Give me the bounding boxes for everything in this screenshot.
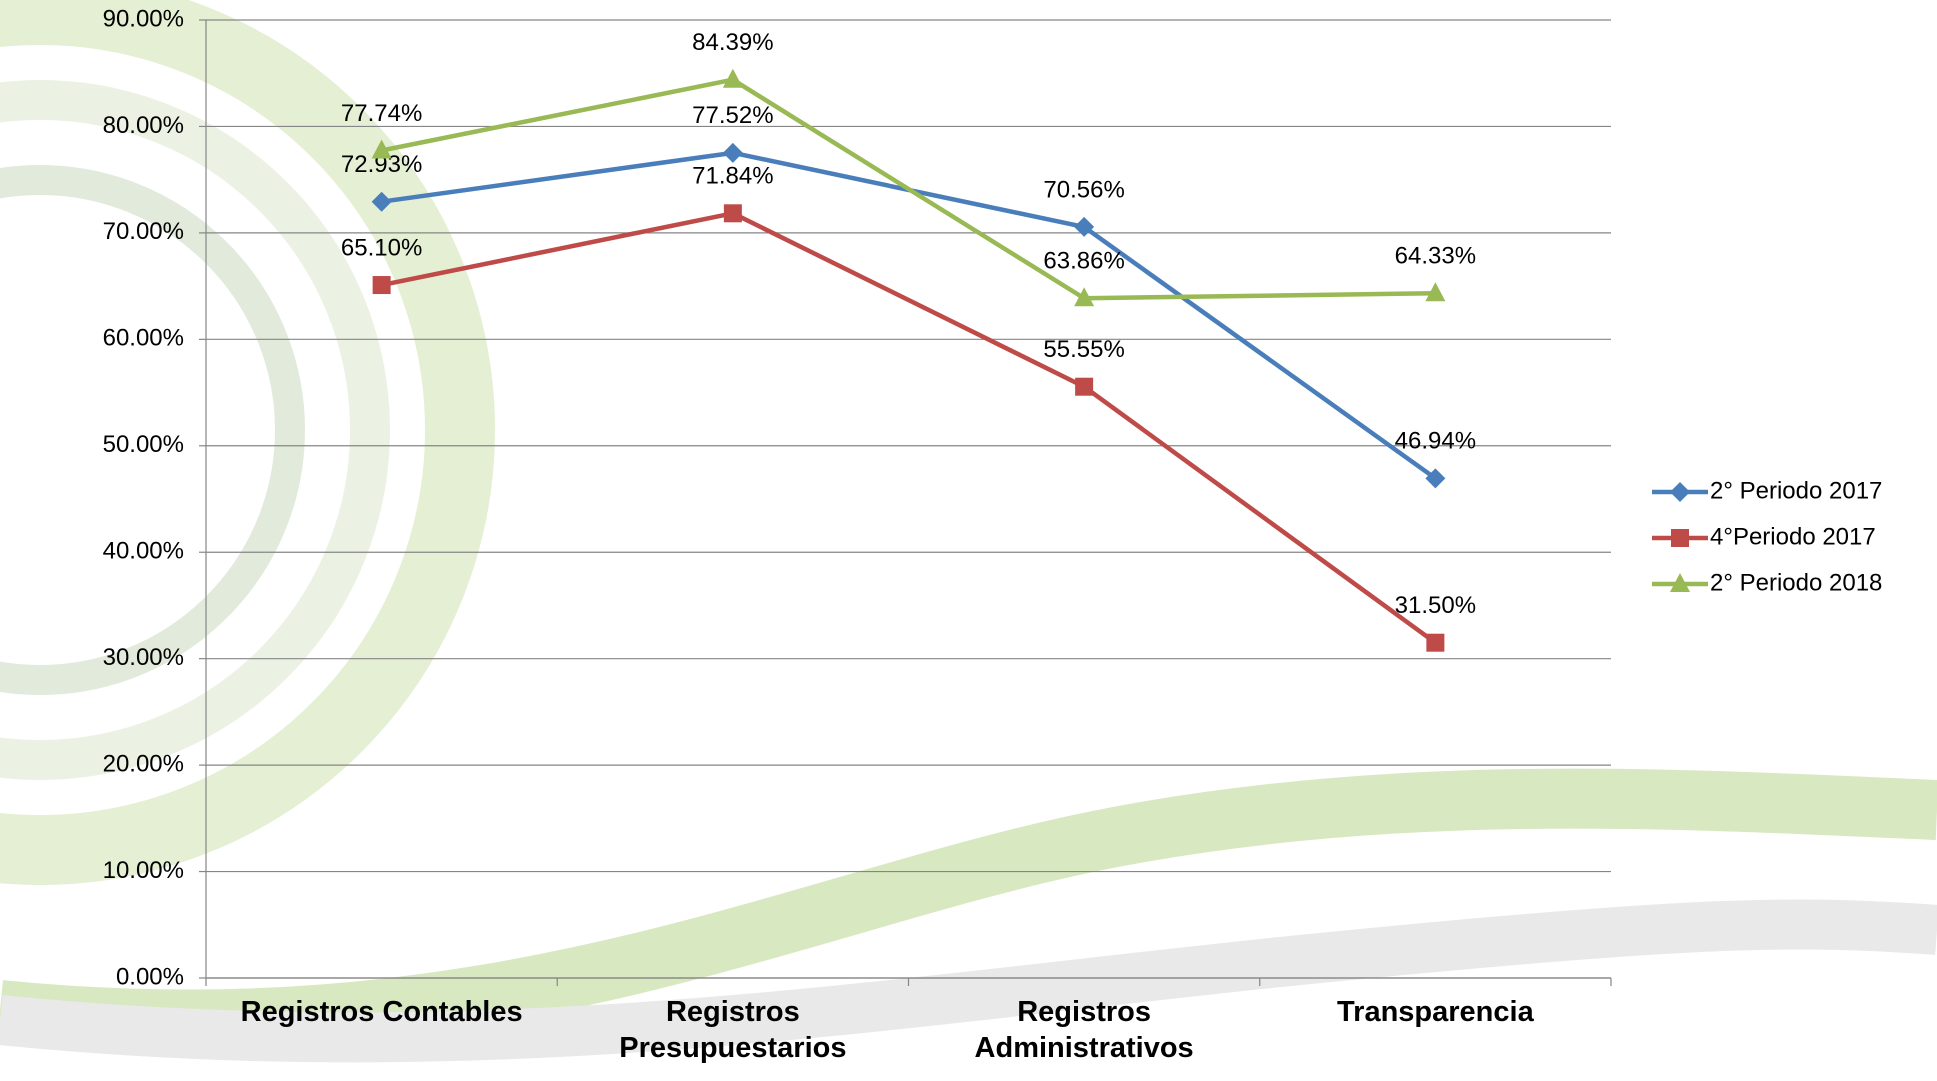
data-label: 84.39% xyxy=(692,29,773,56)
x-tick-label: Registros Administrativos xyxy=(974,996,1194,1064)
x-tick-label: Transparencia xyxy=(1337,996,1534,1028)
data-point xyxy=(1075,377,1094,396)
y-tick-label: 70.00% xyxy=(103,218,184,245)
y-tick-label: 60.00% xyxy=(103,325,184,352)
data-point xyxy=(1426,633,1445,652)
legend-label: 4°Periodo 2017 xyxy=(1710,523,1876,550)
series-line xyxy=(381,77,1436,301)
y-tick-label: 20.00% xyxy=(103,750,184,777)
data-point xyxy=(1425,282,1446,302)
data-label: 63.86% xyxy=(1043,248,1124,275)
data-point xyxy=(1074,287,1095,307)
series-line xyxy=(381,211,1437,645)
legend-marker xyxy=(1671,529,1689,547)
legend-marker xyxy=(1670,573,1690,592)
y-tick-label: 10.00% xyxy=(103,857,184,884)
series-line xyxy=(381,150,1437,481)
y-tick-label: 80.00% xyxy=(103,112,184,139)
data-point xyxy=(371,191,392,212)
y-tick-label: 30.00% xyxy=(103,644,184,671)
y-tick-label: 0.00% xyxy=(116,963,184,990)
legend-label: 2° Periodo 2018 xyxy=(1710,569,1882,596)
data-label: 55.55% xyxy=(1043,336,1124,363)
data-label: 64.33% xyxy=(1395,243,1476,270)
data-point xyxy=(1425,468,1446,489)
data-point xyxy=(722,142,743,163)
data-label: 31.50% xyxy=(1395,592,1476,619)
data-label: 71.84% xyxy=(692,163,773,190)
x-tick-label: Registros Presupuestarios xyxy=(619,996,847,1064)
y-tick-label: 40.00% xyxy=(103,538,184,565)
data-point xyxy=(722,68,743,88)
data-label: 65.10% xyxy=(341,234,422,261)
data-label: 46.94% xyxy=(1395,428,1476,455)
y-tick-label: 90.00% xyxy=(103,5,184,32)
data-point xyxy=(723,204,742,223)
data-point xyxy=(371,139,392,159)
data-label: 70.56% xyxy=(1043,176,1124,203)
legend-marker xyxy=(1670,482,1690,502)
legend-label: 2° Periodo 2017 xyxy=(1710,477,1882,504)
data-point xyxy=(372,276,391,295)
y-tick-label: 50.00% xyxy=(103,431,184,458)
data-point xyxy=(1074,216,1095,237)
data-label: 77.74% xyxy=(341,100,422,127)
x-tick-label: Registros Contables xyxy=(240,996,523,1028)
data-label: 77.52% xyxy=(692,102,773,129)
